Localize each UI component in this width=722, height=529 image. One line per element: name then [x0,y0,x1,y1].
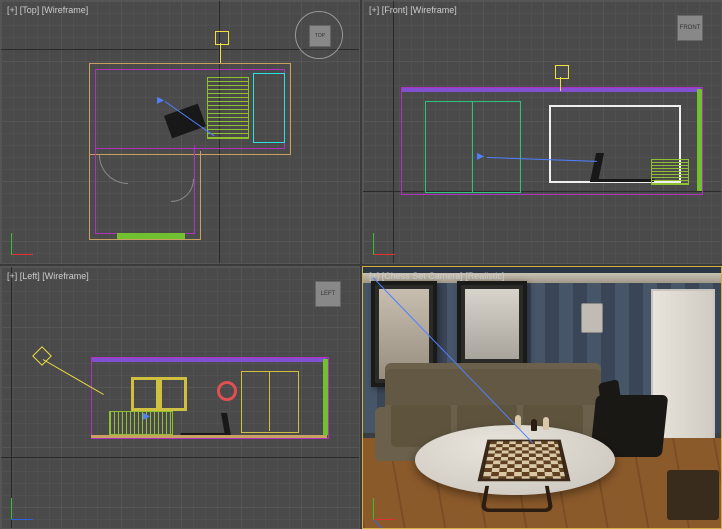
camera-icon-top: ▸ [157,91,164,108]
camera-icon-left: ▸ [143,407,150,424]
axis-gizmo-front [373,225,403,255]
door-split-left [269,371,271,431]
viewport-grid: [+] [Top] [Wireframe] TOP ▸ [0,0,722,529]
life-ring-left [217,381,237,401]
axis-v-left [11,267,12,529]
window-top [253,73,285,143]
frame1-left [131,377,159,411]
chessboard [477,439,570,481]
wall-clock [581,303,603,333]
endwall-front [697,89,702,191]
picture-frame-2 [457,281,527,367]
axis-gizmo-top [11,225,41,255]
axis-h-left [1,457,359,458]
axis-gizmo-left [11,490,41,520]
chess-piece-2 [531,419,537,431]
camera-icon-front: ▸ [477,147,484,164]
light-ray-top [220,43,221,63]
viewcube-top[interactable]: TOP [295,11,343,59]
viewport-front[interactable]: [+] [Front] [Wireframe] FRONT ▸ [362,0,722,264]
viewcube-front[interactable]: FRONT [673,11,705,43]
sofa-left [109,411,173,435]
light-icon-top [215,31,229,45]
chaise-left [177,413,231,436]
green-strip [117,233,185,239]
light-ray-front [560,77,561,91]
sofa-front [651,159,689,185]
floor-left [91,435,327,438]
chaise-front [590,153,660,182]
viewport-label-camera[interactable]: [+] [Chess Set Camera] [Realistic] [369,271,504,281]
viewport-left[interactable]: [+] [Left] [Wireframe] LEFT ▸ [0,266,360,529]
chess-piece-3 [543,417,549,430]
viewcube-left[interactable]: LEFT [311,277,343,309]
viewport-label-left[interactable]: [+] [Left] [Wireframe] [7,271,89,281]
table-legs [480,485,553,511]
door-half-front [425,101,473,193]
frame2-left [159,377,187,411]
axis-gizmo-camera [373,490,403,520]
viewport-label-front[interactable]: [+] [Front] [Wireframe] [369,5,457,15]
viewport-camera[interactable]: [+] [Chess Set Camera] [Realistic] [362,266,722,529]
light-icon-front [555,65,569,79]
axis-v-front [393,1,394,263]
side-box [667,470,719,520]
viewport-label-top[interactable]: [+] [Top] [Wireframe] [7,5,88,15]
endwall-left [323,359,328,435]
sofa-top [207,77,249,139]
viewport-top[interactable]: [+] [Top] [Wireframe] TOP ▸ [0,0,360,264]
